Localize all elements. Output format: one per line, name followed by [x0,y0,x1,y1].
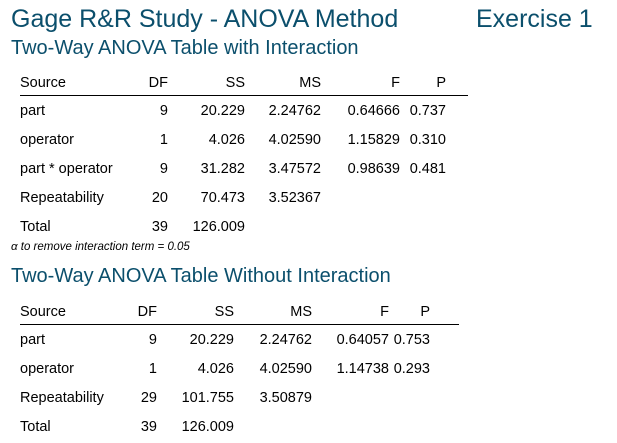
cell-ms: 2.24762 [259,331,312,348]
cell-ss: 31.282 [200,160,245,177]
cell-ms: 4.02590 [268,131,321,148]
cell-source: operator [20,360,75,377]
column-header-source: Source [20,75,138,96]
table-with-interaction-title: Two-Way ANOVA Table with Interaction [11,37,359,59]
cell-ms: 2.24762 [268,102,321,119]
cell-p: 0.310 [409,131,446,148]
cell-p: 0.293 [393,360,430,377]
cell-df: 9 [159,102,168,119]
cell-ss: 126.009 [181,418,234,435]
cell-df: 9 [159,160,168,177]
cell-df: 29 [140,389,157,406]
cell-ss: 70.473 [200,189,245,206]
table-row: Repeatability 29 101.755 3.50879 [20,383,459,412]
cell-ms: 3.50879 [259,389,312,406]
cell-source: operator [20,131,75,148]
cell-p [400,183,446,212]
cell-source: Total [20,218,51,235]
cell-p [389,383,430,412]
cell-df: 39 [140,418,157,435]
cell-p: 0.753 [393,331,430,348]
alpha-note: α to remove interaction term = 0.05 [11,241,190,253]
cell-ms: 3.52367 [268,189,321,206]
table-row: part 9 20.229 2.24762 0.64057 0.753 [20,325,459,355]
header-spacer [446,75,468,96]
column-header-df: DF [138,75,168,96]
cell-ss: 101.755 [181,389,234,406]
table-row: part * operator 9 31.282 3.47572 0.98639… [20,154,468,183]
cell-ms [245,212,321,241]
table-row: operator 1 4.026 4.02590 1.15829 0.310 [20,125,468,154]
cell-ss: 4.026 [197,360,234,377]
table-header-row: Source DF SS MS F P [20,304,459,325]
cell-f: 0.64057 [336,331,389,348]
column-header-source: Source [20,304,118,325]
cell-ss: 126.009 [192,218,245,235]
exercise-label: Exercise 1 [476,5,593,33]
cell-p: 0.737 [409,102,446,119]
column-header-f: F [312,304,389,325]
column-header-ss: SS [157,304,234,325]
cell-f [312,383,389,412]
cell-p [389,412,430,441]
header-spacer [430,304,459,325]
column-header-ms: MS [234,304,312,325]
cell-f: 0.98639 [347,160,400,177]
cell-ms: 3.47572 [268,160,321,177]
column-header-df: DF [118,304,157,325]
table-without-interaction-title: Two-Way ANOVA Table Without Interaction [11,265,391,287]
table-row: operator 1 4.026 4.02590 1.14738 0.293 [20,354,459,383]
cell-f [312,412,389,441]
cell-p [400,212,446,241]
cell-df: 39 [151,218,168,235]
cell-df: 9 [148,331,157,348]
cell-ss: 20.229 [189,331,234,348]
anova-table-with-interaction: Source DF SS MS F P part 9 20.229 2.2476… [20,75,468,241]
cell-p: 0.481 [409,160,446,177]
cell-source: part * operator [20,160,113,177]
cell-source: Repeatability [20,389,104,406]
cell-df: 1 [159,131,168,148]
cell-f: 1.15829 [347,131,400,148]
table-header-row: Source DF SS MS F P [20,75,468,96]
column-header-ms: MS [245,75,321,96]
column-header-ss: SS [168,75,245,96]
cell-df: 20 [151,189,168,206]
column-header-f: F [321,75,400,96]
cell-df: 1 [148,360,157,377]
anova-table-without-interaction: Source DF SS MS F P part 9 20.229 2.2476… [20,304,459,441]
cell-f: 1.14738 [336,360,389,377]
cell-f: 0.64666 [347,102,400,119]
cell-ss: 20.229 [200,102,245,119]
cell-source: part [20,102,45,119]
table-row: Total 39 126.009 [20,412,459,441]
cell-ms: 4.02590 [259,360,312,377]
page-title: Gage R&R Study - ANOVA Method [11,5,399,33]
table-row: part 9 20.229 2.24762 0.64666 0.737 [20,96,468,126]
cell-f [321,212,400,241]
cell-source: part [20,331,45,348]
cell-ms [234,412,312,441]
column-header-p: P [389,304,430,325]
table-row: Total 39 126.009 [20,212,468,241]
cell-ss: 4.026 [208,131,245,148]
table-row: Repeatability 20 70.473 3.52367 [20,183,468,212]
cell-f [321,183,400,212]
cell-source: Total [20,418,51,435]
cell-source: Repeatability [20,189,104,206]
column-header-p: P [400,75,446,96]
